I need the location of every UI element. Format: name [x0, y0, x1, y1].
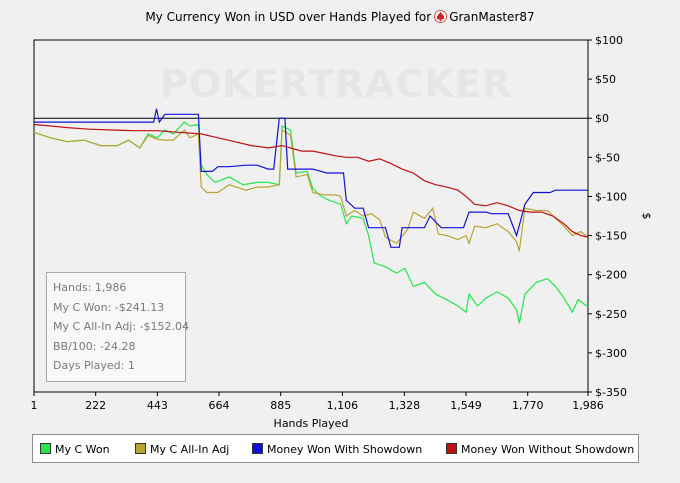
series-line-2	[33, 128, 589, 252]
x-tick-label: 1	[31, 399, 38, 412]
legend-item-my-c-won[interactable]: My C Won	[40, 443, 110, 456]
legend-label: Money Won With Showdown	[267, 443, 423, 456]
x-tick-label: 1,549	[450, 399, 482, 412]
legend-label: My C Won	[55, 443, 110, 456]
legend-swatch	[135, 443, 146, 454]
x-tick-label: 1,328	[389, 399, 421, 412]
x-axis-label: Hands Played	[274, 417, 349, 430]
x-tick-label: 664	[209, 399, 230, 412]
x-axis: 1 222 443 664 885 1,106 1,328 1,549 1,770 1,986	[31, 392, 604, 412]
plot-area	[33, 39, 589, 393]
x-tick-label: 1,986	[572, 399, 604, 412]
x-tick-label: 443	[147, 399, 168, 412]
y-tick-label: $-100	[595, 190, 627, 203]
title-text: My Currency Won in USD over Hands Played…	[145, 10, 432, 24]
series-line-4	[33, 123, 589, 238]
series-line-3	[34, 108, 588, 248]
legend-label: Money Won Without Showdown	[461, 443, 635, 456]
legend-swatch	[446, 443, 457, 454]
y-tick-label: $50	[595, 73, 616, 86]
legend-swatch	[252, 443, 263, 454]
y-tick-label: $-200	[595, 269, 627, 282]
legend-item-without-showdown[interactable]: Money Won Without Showdown	[446, 443, 635, 456]
pokerstars-spade-icon	[434, 10, 448, 23]
y-tick-label: $-50	[595, 151, 620, 164]
legend-item-with-showdown[interactable]: Money Won With Showdown	[252, 443, 423, 456]
legend: My C Won My C All-In Adj Money Won With …	[32, 434, 639, 463]
y-tick-label: $100	[595, 34, 623, 47]
y-tick-label: $-300	[595, 347, 627, 360]
x-tick-label: 885	[270, 399, 291, 412]
chart-title: My Currency Won in USD over Hands Played…	[0, 10, 680, 24]
x-tick-label: 1,106	[327, 399, 359, 412]
y-tick-label: $-250	[595, 308, 627, 321]
legend-item-all-in-adj[interactable]: My C All-In Adj	[135, 443, 230, 456]
y-tick-label: $0	[595, 112, 609, 125]
legend-label: My C All-In Adj	[150, 443, 230, 456]
stat-hands: Hands: 1,986	[53, 281, 127, 294]
series-lines	[33, 108, 589, 324]
stat-allin-adj: My C All-In Adj: -$152.04	[53, 320, 190, 333]
y-tick-label: $-350	[595, 386, 627, 399]
y-axis: $100 $50 $0 $-50 $-100 $-150 $-200 $-250 $-300 $-…	[588, 34, 627, 399]
y-tick-label: $-150	[595, 230, 627, 243]
x-tick-label: 222	[85, 399, 106, 412]
stats-box: Hands: 1,986 My C Won: -$241.13 My C All…	[46, 272, 190, 382]
watermark-logo: POKERTRACKER	[160, 62, 513, 106]
player-name: GranMaster87	[449, 10, 535, 24]
x-tick-label: 1,770	[512, 399, 544, 412]
stat-days: Days Played: 1	[53, 359, 135, 372]
y-axis-label: $	[640, 213, 653, 220]
legend-swatch	[40, 443, 51, 454]
stat-won: My C Won: -$241.13	[53, 300, 165, 314]
stat-bb100: BB/100: -24.28	[53, 339, 136, 353]
